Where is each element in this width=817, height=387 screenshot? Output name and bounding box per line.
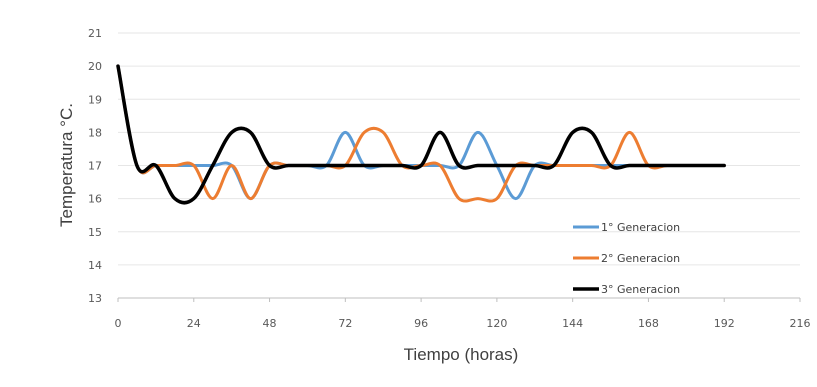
x-tick-label: 168 — [638, 317, 659, 330]
x-tick-label: 48 — [263, 317, 277, 330]
x-axis-title: Tiempo (horas) — [404, 345, 519, 364]
x-tick-label: 192 — [714, 317, 735, 330]
y-tick-label: 19 — [88, 93, 102, 106]
series-line-2 — [116, 64, 726, 203]
y-tick-label: 14 — [88, 259, 102, 272]
y-tick-label: 21 — [88, 27, 102, 40]
x-tick-label: 0 — [115, 317, 122, 330]
y-tick-label: 18 — [88, 126, 102, 139]
y-tick-label: 20 — [88, 60, 102, 73]
legend-label-3: 3° Generacion — [601, 283, 680, 296]
y-tick-label: 15 — [88, 226, 102, 239]
series-lines — [116, 64, 726, 205]
y-axis-title: Temperatura °C. — [57, 103, 76, 227]
y-tick-label: 17 — [88, 160, 102, 173]
y-tick-label: 16 — [88, 193, 102, 206]
x-tick-label: 24 — [187, 317, 201, 330]
x-tick-label: 216 — [790, 317, 811, 330]
axes: 13 14 15 16 17 18 19 20 21 0 24 48 72 96 120 144 168 192 2… — [88, 27, 811, 330]
series-line-3 — [116, 64, 726, 205]
x-tick-label: 120 — [486, 317, 507, 330]
y-tick-label: 13 — [88, 292, 102, 305]
legend-label-2: 2° Generacion — [601, 252, 680, 265]
x-tick-label: 96 — [414, 317, 428, 330]
legend: 1° Generacion 2° Generacion 3° Generacion — [573, 221, 680, 296]
x-tick-label: 144 — [562, 317, 583, 330]
legend-label-1: 1° Generacion — [601, 221, 680, 234]
x-tick-label: 72 — [338, 317, 352, 330]
